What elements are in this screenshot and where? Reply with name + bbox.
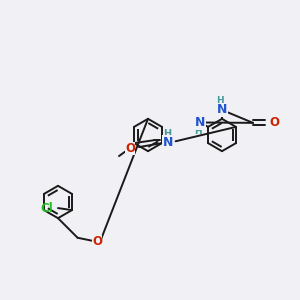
Text: O: O (269, 116, 279, 129)
Text: N: N (162, 136, 173, 149)
Text: N: N (195, 116, 206, 129)
Text: H: H (194, 127, 202, 136)
Text: O: O (125, 142, 135, 154)
Text: H: H (164, 129, 172, 139)
Text: H: H (216, 96, 224, 105)
Text: Cl: Cl (40, 202, 53, 214)
Text: N: N (217, 103, 227, 116)
Text: O: O (92, 236, 102, 248)
